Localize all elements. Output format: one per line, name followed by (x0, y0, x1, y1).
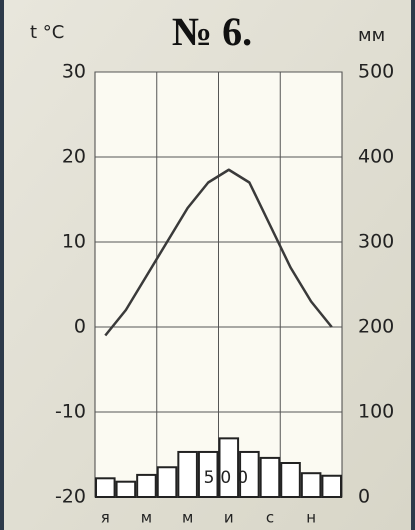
x-tick-label: н (306, 509, 316, 527)
y-tick-label: -20 (55, 486, 86, 508)
precipitation-bar (281, 463, 300, 497)
precipitation-bar (178, 452, 197, 497)
y2-tick-label: 400 (358, 146, 394, 168)
y2-tick-label: 100 (358, 401, 394, 423)
y2-tick-label: 500 (358, 61, 394, 83)
precipitation-bar (96, 478, 115, 497)
precipitation-bar (322, 476, 341, 497)
chart-title: № 6. (172, 9, 252, 54)
precipitation-bar (261, 458, 280, 497)
y-tick-label: -10 (55, 401, 86, 423)
chart: № 6. t °C мм -20-10010203001002003004005… (0, 0, 415, 530)
y2-axis-label: мм (358, 25, 385, 46)
annotation: 500 (204, 468, 254, 488)
precipitation-bar (302, 473, 321, 497)
y-tick-label: 30 (62, 61, 86, 83)
x-tick-label: и (224, 509, 234, 527)
x-tick-label: с (266, 509, 274, 527)
y-tick-label: 0 (74, 316, 86, 338)
precipitation-bar (117, 482, 136, 497)
y-axis-label: t °C (30, 22, 64, 43)
y2-tick-label: 0 (358, 486, 370, 508)
y2-tick-label: 300 (358, 231, 394, 253)
y-tick-label: 20 (62, 146, 86, 168)
page: {"chart_data": {"type": "combo", "title"… (0, 0, 415, 530)
x-tick-label: я (101, 509, 110, 527)
y2-tick-label: 200 (358, 316, 394, 338)
x-tick-label: м (141, 509, 152, 527)
precipitation-bar (137, 475, 156, 497)
x-tick-label: м (182, 509, 193, 527)
y-tick-label: 10 (62, 231, 86, 253)
precipitation-bar (158, 467, 177, 497)
